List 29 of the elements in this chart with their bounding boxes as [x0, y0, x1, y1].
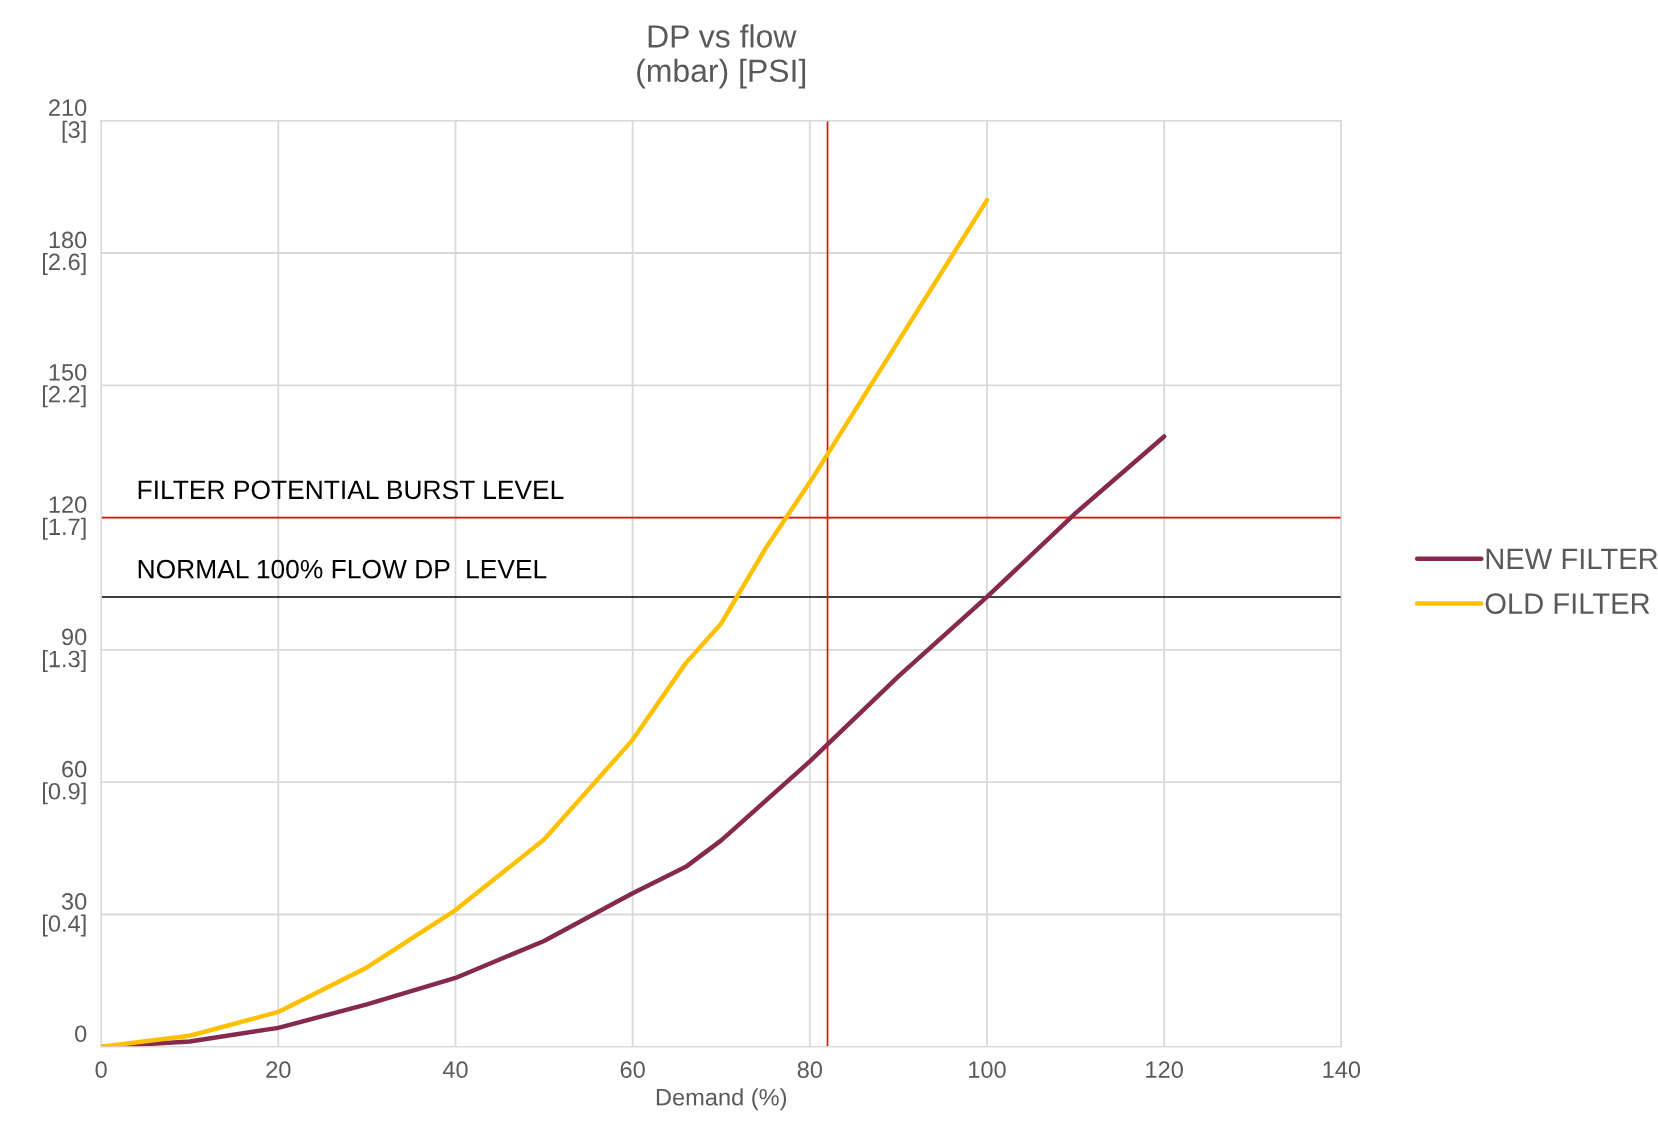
ref-line-label: NORMAL 100% FLOW DP LEVEL [138, 559, 547, 579]
chart-title: DP vs flow (mbar) [PSI] [637, 24, 806, 89]
legend-label: OLD FILTER [1485, 593, 1650, 614]
y2-tick-label: [1.3] [42, 650, 86, 673]
y-tick-label: 180 [49, 231, 87, 249]
y2-tick-label: [0.9] [42, 782, 86, 805]
y2-tick-label: [2.6] [42, 252, 86, 275]
y2-tick-label: [0.4] [42, 914, 86, 937]
y2-tick-label: [2.2] [42, 385, 86, 408]
x-tick-label: 80 [797, 1061, 823, 1079]
x-tick-label: 100 [969, 1061, 1006, 1079]
x-tick-label: 0 [95, 1061, 107, 1079]
y-tick-label: 60 [62, 760, 87, 778]
y2-tick-label: [3] [62, 120, 86, 143]
y-tick-label: 210 [49, 99, 87, 117]
x-axis-title: Demand (%) [656, 1088, 787, 1111]
ref-line-label: FILTER POTENTIAL BURST LEVEL [138, 480, 564, 500]
y-tick-label: 120 [49, 496, 87, 513]
x-tick-label: 120 [1146, 1061, 1183, 1079]
y-tick-label: 0 [75, 1025, 87, 1043]
legend-label: NEW FILTER [1486, 548, 1658, 569]
y-tick-label: 150 [49, 363, 87, 381]
y-tick-label: 30 [61, 893, 87, 910]
x-tick-label: 140 [1323, 1061, 1361, 1079]
x-tick-label: 20 [266, 1061, 291, 1079]
x-tick-label: 60 [620, 1061, 645, 1079]
y-tick-label: 90 [62, 628, 87, 646]
y2-tick-label: [1.7] [42, 517, 86, 540]
x-tick-label: 40 [442, 1061, 468, 1079]
